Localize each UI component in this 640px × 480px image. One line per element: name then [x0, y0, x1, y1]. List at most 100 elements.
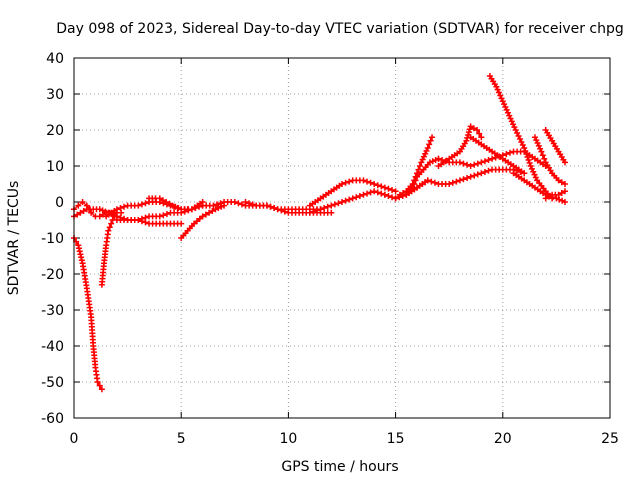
trail-marker: [530, 168, 537, 175]
trail-marker: [422, 150, 429, 157]
y-tick-label: 0: [55, 195, 64, 211]
chart-title: Day 098 of 2023, Sidereal Day-to-day VTE…: [56, 21, 624, 37]
data-point: [553, 195, 560, 202]
trail-marker: [138, 201, 145, 208]
trail-marker: [389, 194, 396, 201]
trail-marker: [267, 203, 274, 210]
trail-marker: [121, 203, 128, 210]
trail-marker: [412, 177, 419, 184]
trail-marker: [522, 148, 529, 154]
x-tick-label: 10: [279, 431, 297, 447]
series-arc-21: [510, 170, 568, 205]
trail-marker: [494, 86, 501, 93]
data-point: [328, 202, 335, 209]
data-point: [88, 209, 95, 216]
trail-marker: [149, 195, 156, 202]
trail-marker: [475, 139, 482, 146]
trail-marker: [474, 171, 481, 178]
trail-marker: [346, 196, 353, 203]
data-point: [96, 382, 103, 389]
data-point: [242, 199, 249, 205]
x-tick-label: 25: [601, 431, 619, 447]
trail-marker: [460, 160, 467, 167]
data-point: [212, 206, 219, 213]
trail-marker: [324, 203, 331, 210]
trail-marker: [153, 213, 160, 220]
trail-marker: [558, 179, 565, 186]
trail-marker: [442, 158, 449, 165]
trail-marker: [364, 178, 371, 185]
trail-marker: [552, 191, 559, 198]
series-arc-3: [98, 209, 125, 288]
trail-marker: [547, 135, 554, 142]
trail-marker: [90, 339, 97, 346]
trail-marker: [481, 169, 488, 175]
trail-marker: [537, 145, 544, 152]
trail-marker: [541, 155, 548, 162]
trail-marker: [292, 209, 299, 216]
data-point: [156, 195, 163, 202]
trail-marker: [166, 200, 173, 207]
series-arc-7: [146, 195, 191, 213]
trail-marker: [209, 208, 216, 214]
trail-marker: [411, 186, 418, 193]
trail-marker: [507, 115, 514, 122]
x-tick-label: 0: [70, 431, 79, 447]
trail-marker: [418, 169, 425, 175]
trail-marker: [367, 179, 374, 186]
trail-marker: [506, 166, 513, 173]
trail-marker: [419, 156, 426, 163]
data-point: [531, 134, 538, 141]
trail-marker: [100, 263, 107, 270]
series-arc-22: [531, 134, 568, 187]
trail-marker: [422, 179, 429, 186]
y-tick-label: 10: [46, 159, 64, 175]
data-point: [561, 188, 568, 195]
trail-marker: [423, 147, 430, 154]
trail-marker: [439, 157, 446, 163]
trail-marker: [432, 157, 439, 163]
trail-marker: [108, 220, 115, 227]
data-point: [467, 173, 474, 180]
trail-marker: [342, 179, 349, 186]
trail-marker: [518, 175, 525, 182]
trail-marker: [87, 311, 94, 317]
trail-marker: [453, 178, 460, 185]
trail-marker: [427, 137, 434, 144]
data-point: [79, 199, 86, 205]
trail-marker: [539, 152, 546, 159]
trail-marker: [335, 200, 342, 207]
data-point: [396, 191, 403, 198]
trail-marker: [111, 208, 118, 214]
trail-marker: [504, 109, 511, 116]
data-point: [478, 159, 485, 166]
trail-marker: [385, 185, 392, 192]
trail-marker: [74, 211, 81, 218]
y-tick-label: -40: [41, 339, 64, 355]
trail-marker: [498, 95, 505, 102]
trail-marker: [346, 178, 353, 185]
x-tick-label: 20: [494, 431, 512, 447]
trail-marker: [367, 189, 374, 196]
trail-marker: [510, 121, 517, 128]
trail-marker: [78, 257, 85, 264]
data-point: [506, 112, 513, 119]
data-point: [474, 127, 481, 133]
series-arc-8: [178, 202, 228, 241]
trail-marker: [87, 206, 94, 213]
data-point: [75, 202, 82, 209]
trail-marker: [476, 130, 483, 137]
trail-marker: [181, 206, 188, 213]
trail-marker: [524, 154, 531, 160]
series-arc-6: [113, 217, 185, 227]
trail-marker: [535, 142, 542, 149]
data-point: [96, 213, 103, 220]
trail-marker: [464, 175, 471, 181]
trail-marker: [389, 187, 396, 193]
y-tick-label: -60: [41, 411, 64, 427]
data-point: [467, 123, 474, 130]
series-arc-12: [306, 188, 388, 216]
trail-marker: [324, 209, 331, 216]
trail-marker: [460, 176, 467, 183]
trail-marker: [481, 158, 488, 165]
